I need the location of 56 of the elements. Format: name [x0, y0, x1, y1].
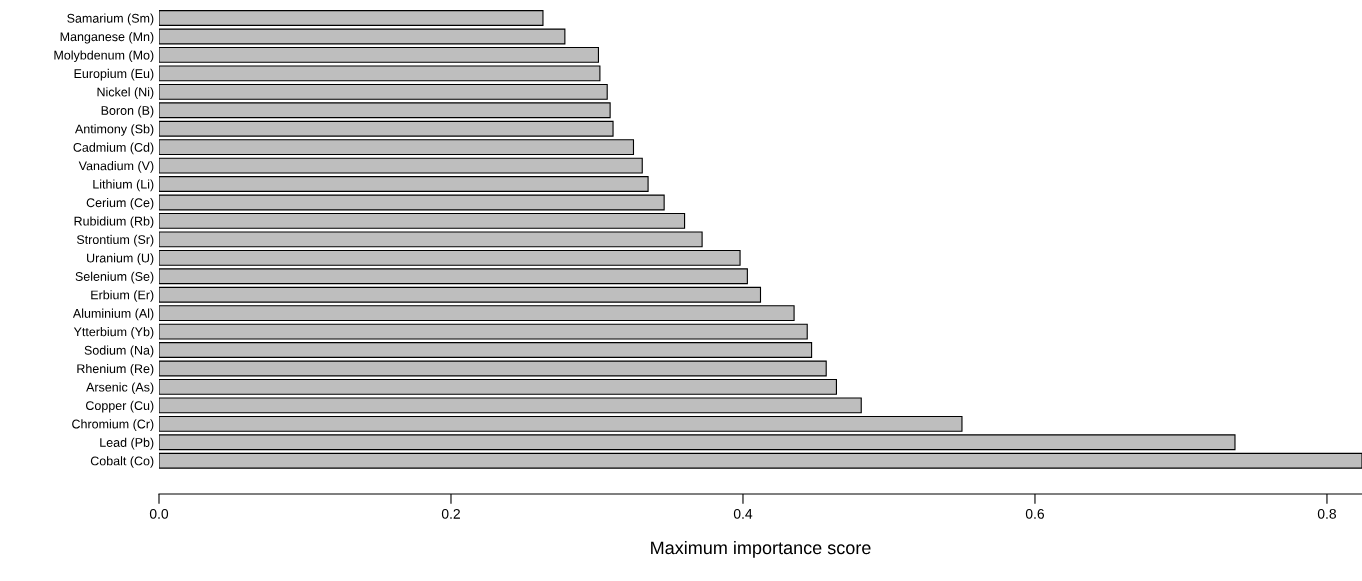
bar: [159, 46, 600, 63]
y-tick-label: Arsenic (As): [86, 382, 154, 395]
y-tick-label: Copper (Cu): [86, 400, 154, 413]
y-tick-label: Selenium (Se): [75, 271, 154, 284]
y-tick-label: Samarium (Sm): [67, 13, 154, 26]
bar: [159, 157, 643, 174]
x-axis-title: Maximum importance score: [651, 540, 871, 558]
y-tick-label: Antimony (Sb): [74, 124, 154, 136]
bar: [159, 120, 614, 137]
y-tick-label: Strontium (Sr): [76, 234, 154, 247]
bar: [159, 10, 544, 26]
y-tick-label: Cadmium (Cd): [73, 142, 154, 155]
bar: [159, 305, 795, 322]
bar: [159, 65, 601, 82]
bar: [159, 194, 665, 211]
x-tick-label: 0.4: [733, 508, 753, 519]
bar: [159, 268, 748, 285]
y-tick-label: Molybdenum (Mo): [54, 50, 154, 63]
bar: [159, 28, 566, 45]
bar: [159, 342, 813, 358]
y-tick-label: Europium (Eu): [74, 68, 154, 81]
x-tick-label: 0.0: [149, 508, 169, 519]
x-tick-label: 0.8: [1317, 508, 1337, 519]
bar: [159, 434, 1236, 451]
y-tick-label: Rubidium (Rb): [74, 216, 154, 229]
bar: [159, 323, 808, 340]
y-tick-label: Manganese (Mn): [60, 31, 154, 44]
bar: [159, 415, 963, 432]
x-tick-label: 0.6: [1025, 508, 1045, 519]
bar: [159, 102, 611, 119]
bar: [159, 176, 649, 192]
y-tick-label: Cerium (Ce): [86, 197, 154, 210]
y-tick-label: Lead (Pb): [100, 437, 154, 450]
y-tick-label: Chromium (Cr): [72, 419, 154, 431]
y-tick-label: Aluminium (Al): [72, 308, 154, 321]
y-tick-label: Nickel (Ni): [97, 87, 154, 99]
bar: [159, 139, 635, 156]
y-tick-label: Boron (B): [101, 105, 154, 118]
bar: [159, 360, 827, 377]
y-tick-label: Vanadium (V): [78, 161, 154, 173]
bar: [159, 286, 762, 303]
bar: [159, 249, 741, 266]
bar: [159, 378, 837, 395]
y-tick-label: Sodium (Na): [84, 345, 154, 358]
y-tick-label: Lithium (Li): [93, 179, 154, 192]
bar: [159, 83, 608, 100]
y-tick-label: Rhenium (Re): [77, 363, 154, 376]
x-tick-label: 0.2: [441, 508, 460, 519]
y-tick-label: Erbium (Er): [91, 290, 154, 302]
bar: [159, 452, 1362, 469]
y-tick-label: Cobalt (Co): [90, 456, 154, 468]
bar: [159, 212, 686, 229]
bar: [159, 231, 703, 248]
y-tick-label: Uranium (U): [87, 253, 154, 265]
bar: [159, 397, 862, 414]
y-tick-label: Ytterbium (Yb): [73, 327, 154, 339]
